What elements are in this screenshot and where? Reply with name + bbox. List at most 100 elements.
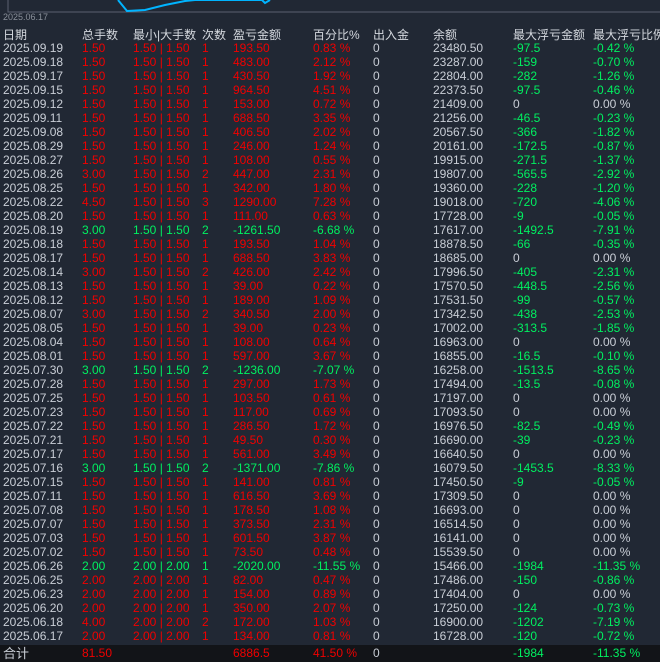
table-row[interactable]: 2025.07.21 1.50 1.50 | 1.50 1 49.50 0.30 % 0 16… <box>0 433 660 447</box>
table-row[interactable]: 2025.06.26 2.00 2.00 | 2.00 1 -2020.00 -11.55… <box>0 559 660 573</box>
header-balance[interactable]: 余额 <box>433 28 458 42</box>
header-date[interactable]: 日期 <box>3 28 28 42</box>
table-row[interactable]: 2025.09.12 1.50 1.50 | 1.50 1 153.00 0.72 % 0 2… <box>0 97 660 111</box>
cell-total-lots: 1.50 <box>82 251 106 265</box>
cell-deposit-withdraw: 0 <box>373 181 380 195</box>
cell-deposit-withdraw: 0 <box>373 335 380 349</box>
header-max-drawdown[interactable]: 最大浮亏金额 <box>513 28 586 42</box>
cell-pnl: 688.50 <box>233 251 270 265</box>
table-row[interactable]: 2025.08.14 3.00 1.50 | 1.50 2 426.00 2.42 % 0 1… <box>0 265 660 279</box>
table-row[interactable]: 2025.08.01 1.50 1.50 | 1.50 1 597.00 3.67 % 0 1… <box>0 349 660 363</box>
cell-min-max-lots: 1.50 | 1.50 <box>133 223 190 237</box>
cell-max-drawdown: -16.5 <box>513 349 541 363</box>
table-row[interactable]: 2025.07.08 1.50 1.50 | 1.50 1 178.50 1.08 % 0 1… <box>0 503 660 517</box>
cell-pnl: 246.00 <box>233 139 270 153</box>
table-row[interactable]: 2025.07.23 1.50 1.50 | 1.50 1 117.00 0.69 % 0 1… <box>0 405 660 419</box>
header-deposit-withdraw[interactable]: 出入金 <box>373 28 410 42</box>
table-row[interactable]: 2025.08.13 1.50 1.50 | 1.50 1 39.00 0.22 % 0 17… <box>0 279 660 293</box>
table-row[interactable]: 2025.08.18 1.50 1.50 | 1.50 1 193.50 1.04 % 0 1… <box>0 237 660 251</box>
cell-deposit-withdraw: 0 <box>373 419 380 433</box>
table-row[interactable]: 2025.07.28 1.50 1.50 | 1.50 1 297.00 1.73 % 0 1… <box>0 377 660 391</box>
cell-percent: 1.72 % <box>313 419 351 433</box>
table-row[interactable]: 2025.08.07 3.00 1.50 | 1.50 2 340.50 2.00 % 0 1… <box>0 307 660 321</box>
table-row[interactable]: 2025.08.20 1.50 1.50 | 1.50 1 111.00 0.63 % 0 1… <box>0 209 660 223</box>
table-row[interactable]: 2025.08.19 3.00 1.50 | 1.50 2 -1261.50 -6.68 … <box>0 223 660 237</box>
table-row[interactable]: 2025.08.12 1.50 1.50 | 1.50 1 189.00 1.09 % 0 1… <box>0 293 660 307</box>
table-row[interactable]: 2025.08.22 4.50 1.50 | 1.50 3 1290.00 7.28 % 0… <box>0 195 660 209</box>
table-row[interactable]: 2025.08.05 1.50 1.50 | 1.50 1 39.00 0.23 % 0 17… <box>0 321 660 335</box>
cell-max-drawdown: -82.5 <box>513 419 541 433</box>
table-row[interactable]: 2025.09.15 1.50 1.50 | 1.50 1 964.50 4.51 % 0 2… <box>0 83 660 97</box>
cell-date: 2025.06.25 <box>3 573 64 587</box>
table-row[interactable]: 2025.06.18 4.00 2.00 | 2.00 2 172.00 1.03 % 0 1… <box>0 615 660 629</box>
header-min-max-lots[interactable]: 最小|大手数 <box>133 28 197 42</box>
table-row[interactable]: 2025.08.26 3.00 1.50 | 1.50 2 447.00 2.31 % 0 1… <box>0 167 660 181</box>
table-row[interactable]: 2025.07.03 1.50 1.50 | 1.50 1 601.50 3.87 % 0 1… <box>0 531 660 545</box>
cell-pnl: 154.00 <box>233 587 270 601</box>
table-row[interactable]: 2025.08.27 1.50 1.50 | 1.50 1 108.00 0.55 % 0 1… <box>0 153 660 167</box>
table-row[interactable]: 2025.08.25 1.50 1.50 | 1.50 1 342.00 1.80 % 0 1… <box>0 181 660 195</box>
cell-count: 1 <box>202 335 209 349</box>
table-row[interactable]: 2025.09.08 1.50 1.50 | 1.50 1 406.50 2.02 % 0 2… <box>0 125 660 139</box>
cell-date: 2025.08.01 <box>3 349 64 363</box>
cell-date: 2025.07.22 <box>3 419 64 433</box>
table-row[interactable]: 2025.08.17 1.50 1.50 | 1.50 1 688.50 3.83 % 0 1… <box>0 251 660 265</box>
cell-min-max-lots: 2.00 | 2.00 <box>133 573 190 587</box>
cell-pnl: 1290.00 <box>233 195 277 209</box>
cell-date: 2025.08.18 <box>3 237 64 251</box>
table-row[interactable]: 2025.06.25 2.00 2.00 | 2.00 1 82.00 0.47 % 0 17… <box>0 573 660 587</box>
header-max-drawdown-pct[interactable]: 最大浮亏比例 <box>593 28 660 42</box>
cell-percent: 2.12 % <box>313 55 351 69</box>
cell-deposit-withdraw: 0 <box>373 153 380 167</box>
equity-chart <box>7 0 660 13</box>
table-row[interactable]: 2025.06.23 2.00 2.00 | 2.00 1 154.00 0.89 % 0 1… <box>0 587 660 601</box>
table-row[interactable]: 2025.07.15 1.50 1.50 | 1.50 1 141.00 0.81 % 0 1… <box>0 475 660 489</box>
cell-max-drawdown: -1492.5 <box>513 223 554 237</box>
table-row[interactable]: 2025.07.07 1.50 1.50 | 1.50 1 373.50 2.31 % 0 1… <box>0 517 660 531</box>
table-row[interactable]: 2025.09.11 1.50 1.50 | 1.50 1 688.50 3.35 % 0 2… <box>0 111 660 125</box>
table-row[interactable]: 2025.08.29 1.50 1.50 | 1.50 1 246.00 1.24 % 0 2… <box>0 139 660 153</box>
cell-percent: 0.72 % <box>313 97 351 111</box>
header-pnl[interactable]: 盈亏金额 <box>233 28 282 42</box>
cell-date: 2025.09.17 <box>3 69 64 83</box>
cell-pnl: 430.50 <box>233 69 270 83</box>
cell-max-drawdown: -565.5 <box>513 167 548 181</box>
header-count[interactable]: 次数 <box>202 28 227 42</box>
table-row[interactable]: 2025.07.22 1.50 1.50 | 1.50 1 286.50 1.72 % 0 1… <box>0 419 660 433</box>
cell-percent: 0.23 % <box>313 321 351 335</box>
cell-max-drawdown-pct: -8.65 % <box>593 363 635 377</box>
table-row[interactable]: 2025.07.25 1.50 1.50 | 1.50 1 103.50 0.61 % 0 1… <box>0 391 660 405</box>
table-row[interactable]: 2025.06.17 2.00 2.00 | 2.00 1 134.00 0.81 % 0 1… <box>0 629 660 643</box>
cell-balance: 21409.00 <box>433 97 484 111</box>
cell-balance: 20161.00 <box>433 139 484 153</box>
cell-percent: -6.68 % <box>313 223 355 237</box>
cell-count: 1 <box>202 419 209 433</box>
cell-max-drawdown-pct: -0.49 % <box>593 419 635 433</box>
table-row[interactable]: 2025.06.20 2.00 2.00 | 2.00 1 350.00 2.07 % 0 1… <box>0 601 660 615</box>
cell-pnl: 964.50 <box>233 83 270 97</box>
table-row[interactable]: 2025.08.04 1.50 1.50 | 1.50 1 108.00 0.64 % 0 1… <box>0 335 660 349</box>
cell-deposit-withdraw: 0 <box>373 307 380 321</box>
cell-total-lots: 4.50 <box>82 195 106 209</box>
cell-percent: 0.89 % <box>313 587 351 601</box>
table-row[interactable]: 2025.07.02 1.50 1.50 | 1.50 1 73.50 0.48 % 0 15… <box>0 545 660 559</box>
table-row[interactable]: 2025.07.30 3.00 1.50 | 1.50 2 -1236.00 -7.07 … <box>0 363 660 377</box>
cell-min-max-lots: 1.50 | 1.50 <box>133 545 190 559</box>
cell-balance: 16963.00 <box>433 335 484 349</box>
table-row[interactable]: 2025.09.17 1.50 1.50 | 1.50 1 430.50 1.92 % 0 2… <box>0 69 660 83</box>
cell-min-max-lots: 1.50 | 1.50 <box>133 83 190 97</box>
table-row[interactable]: 2025.07.17 1.50 1.50 | 1.50 1 561.00 3.49 % 0 1… <box>0 447 660 461</box>
cell-pnl: 172.00 <box>233 615 270 629</box>
header-percent[interactable]: 百分比% <box>313 28 360 42</box>
cell-max-drawdown-pct: -4.06 % <box>593 195 635 209</box>
header-total-lots[interactable]: 总手数 <box>82 28 119 42</box>
table-row[interactable]: 2025.09.18 1.50 1.50 | 1.50 1 483.00 2.12 % 0 2… <box>0 55 660 69</box>
cell-percent: 0.63 % <box>313 209 351 223</box>
table-row[interactable]: 2025.09.19 1.50 1.50 | 1.50 1 193.50 0.83 % 0 2… <box>0 41 660 55</box>
cell-percent: -7.86 % <box>313 461 355 475</box>
table-row[interactable]: 2025.07.11 1.50 1.50 | 1.50 1 616.50 3.69 % 0 1… <box>0 489 660 503</box>
cell-min-max-lots: 1.50 | 1.50 <box>133 97 190 111</box>
cell-max-drawdown-pct: -0.23 % <box>593 111 635 125</box>
cell-count: 1 <box>202 209 209 223</box>
table-row[interactable]: 2025.07.16 3.00 1.50 | 1.50 2 -1371.00 -7.86 … <box>0 461 660 475</box>
